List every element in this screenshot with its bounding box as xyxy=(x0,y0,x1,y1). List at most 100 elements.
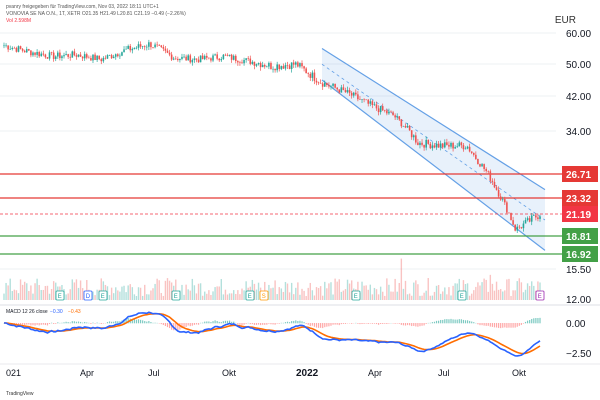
macd-histogram-bar xyxy=(260,323,262,326)
candle-body xyxy=(32,52,34,56)
candle-body xyxy=(435,143,438,148)
volume-bar xyxy=(220,279,222,300)
macd-histogram-bar xyxy=(197,323,200,325)
volume-bar xyxy=(336,281,338,300)
volume-bar xyxy=(86,280,88,300)
candle-body xyxy=(346,90,349,93)
macd-histogram-bar xyxy=(419,323,421,327)
candle-body xyxy=(460,142,463,146)
candle-body xyxy=(508,212,510,214)
volume-bar xyxy=(115,287,117,300)
volume-bar xyxy=(344,289,347,300)
candle-body xyxy=(241,62,243,64)
header-line-2: VONOVIA SE NA O.N., 1T, XETR O21.35 H21.… xyxy=(6,11,186,17)
volume-bar xyxy=(396,291,398,300)
volume-bar xyxy=(415,280,417,300)
macd-histogram-bar xyxy=(40,323,42,325)
macd-histogram-bar xyxy=(421,323,423,326)
volume-bar xyxy=(34,283,36,300)
volume-bar xyxy=(458,278,460,300)
level-badge-label-16.92: 16.92 xyxy=(566,250,591,261)
candle-body xyxy=(249,58,252,64)
candle-body xyxy=(216,54,218,59)
candle-body xyxy=(425,139,427,148)
macd-histogram-bar xyxy=(398,323,400,324)
macd-histogram-bar xyxy=(531,318,533,324)
volume-bar xyxy=(427,278,429,300)
macd-histogram-bar xyxy=(239,323,241,325)
macd-histogram-bar xyxy=(191,323,193,326)
candle-body xyxy=(57,52,59,57)
volume-bar xyxy=(13,289,16,300)
macd-histogram-bar xyxy=(446,319,448,324)
volume-bar xyxy=(297,282,299,300)
volume-bar xyxy=(512,290,514,300)
macd-histogram-bar xyxy=(382,323,384,324)
macd-histogram-bar xyxy=(231,321,233,324)
volume-bar xyxy=(52,281,55,300)
candle-body xyxy=(177,58,179,61)
volume-bar xyxy=(319,286,322,300)
candle-body xyxy=(535,215,537,218)
volume-bar xyxy=(187,289,189,300)
macd-histogram-bar xyxy=(19,323,22,325)
candle-body xyxy=(288,65,291,69)
volume-bar xyxy=(77,287,80,300)
macd-histogram-bar xyxy=(257,323,260,325)
candle-body xyxy=(158,45,161,46)
macd-histogram-bar xyxy=(106,322,109,324)
trend-channel-fill xyxy=(322,48,545,251)
candle-body xyxy=(462,145,465,150)
volume-bar xyxy=(402,288,405,300)
candle-body xyxy=(412,135,415,138)
macd-histogram-bar xyxy=(423,323,425,326)
level-badge-16.92 xyxy=(562,246,598,262)
macd-histogram-bar xyxy=(293,320,295,324)
candle-body xyxy=(408,125,411,131)
volume-bar xyxy=(388,284,390,300)
volume-bar xyxy=(462,280,465,300)
candle-body xyxy=(170,54,173,60)
macd-value-0: −0.30 xyxy=(50,309,63,315)
candle-body xyxy=(79,54,82,57)
volume-bar xyxy=(276,294,278,300)
candle-body xyxy=(191,59,194,63)
macd-histogram-bar xyxy=(406,323,409,326)
volume-bar xyxy=(495,281,498,300)
volume-bar xyxy=(514,290,516,300)
volume-bar xyxy=(524,289,527,300)
volume-bar xyxy=(204,291,206,300)
candle-body xyxy=(90,58,92,61)
volume-bar xyxy=(181,284,183,300)
volume-bar xyxy=(154,283,156,300)
candle-body xyxy=(489,171,492,181)
volume-bar xyxy=(96,289,98,300)
volume-bar xyxy=(382,291,384,300)
volume-bar xyxy=(48,293,51,300)
x-tick-label: Apr xyxy=(368,368,382,378)
volume-bar xyxy=(487,291,489,300)
volume-bar xyxy=(17,293,20,300)
candle-body xyxy=(7,45,9,50)
candle-body xyxy=(398,116,401,120)
volume-bar xyxy=(100,278,102,300)
volume-bar xyxy=(367,289,369,300)
macd-histogram-bar xyxy=(144,321,146,324)
macd-histogram-bar xyxy=(226,320,229,324)
candle-body xyxy=(150,42,152,48)
macd-histogram-bar xyxy=(272,323,274,325)
candle-body xyxy=(104,57,107,59)
candle-body xyxy=(208,57,210,59)
volume-bar xyxy=(450,295,452,300)
candle-body xyxy=(251,61,254,64)
macd-histogram-bar xyxy=(96,322,98,324)
macd-histogram-bar xyxy=(357,323,359,324)
volume-bar xyxy=(328,283,330,300)
macd-histogram-bar xyxy=(502,323,504,328)
macd-histogram-bar xyxy=(148,320,150,324)
candle-body xyxy=(274,68,276,71)
candle-body xyxy=(377,108,380,113)
volume-bar xyxy=(506,279,508,300)
volume-bar xyxy=(253,283,256,300)
